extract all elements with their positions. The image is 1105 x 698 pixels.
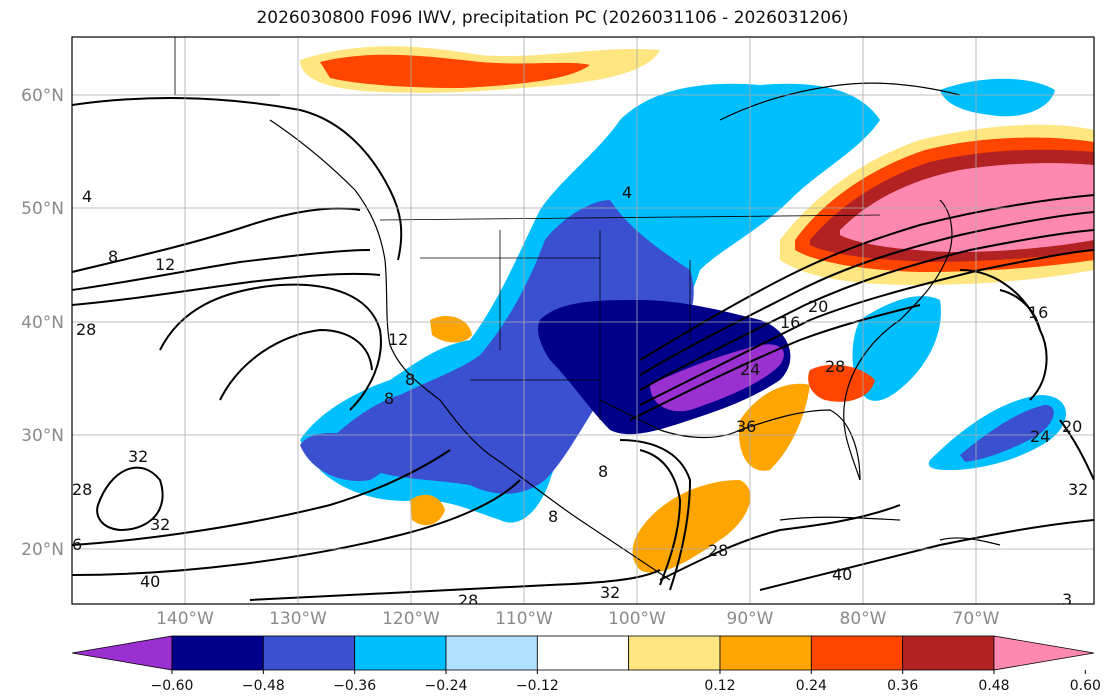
colorbar-segment xyxy=(262,635,356,671)
lat-label: 20°N xyxy=(21,540,64,560)
latitude-labels: 60°N 50°N 40°N 30°N 20°N xyxy=(21,86,64,560)
precip-positive-southeast xyxy=(739,383,810,471)
colorbar-tick-label: −0.60 xyxy=(151,678,194,694)
contour-label: 28 xyxy=(825,357,845,376)
contour-label: 40 xyxy=(832,565,852,584)
contour-label: 8 xyxy=(384,389,394,408)
colorbar-segment xyxy=(445,635,538,671)
contour-label: 32 xyxy=(128,447,148,466)
lon-label: 120°W xyxy=(382,609,440,628)
contour-label: 16 xyxy=(780,313,800,332)
contour-labels: 4 8 12 28 12 8 8 32 28 32 40 6 32 28 4 1… xyxy=(72,183,1088,610)
contour-label: 28 xyxy=(76,320,96,339)
gridlines xyxy=(72,37,1094,604)
contour-label: 36 xyxy=(736,417,756,436)
lon-label: 90°W xyxy=(727,609,774,628)
precip-positive-north-core xyxy=(320,54,590,88)
contour-label: 4 xyxy=(82,187,92,206)
colorbar-tick-label: −0.48 xyxy=(242,678,285,694)
iwv-contours xyxy=(72,97,1094,601)
colorbar-segment xyxy=(993,635,1095,671)
colorbar-tick-label: 0.12 xyxy=(704,678,735,694)
precip-negative-core xyxy=(330,200,694,494)
contour-label: 28 xyxy=(72,480,92,499)
contour-label: 32 xyxy=(150,515,170,534)
map-canvas: 4 8 12 28 12 8 8 32 28 32 40 6 32 28 4 1… xyxy=(21,36,1095,628)
colorbar-tick-label: 0.60 xyxy=(1070,678,1101,694)
lat-label: 40°N xyxy=(21,313,64,333)
contour-label: 6 xyxy=(72,535,82,554)
colorbar-tick-label: 0.48 xyxy=(978,678,1009,694)
colorbar-tick-label: −0.12 xyxy=(516,678,559,694)
colorbar-segment xyxy=(719,635,812,671)
contour-label: 8 xyxy=(405,370,415,389)
map-layers: 4 8 12 28 12 8 8 32 28 32 40 6 32 28 4 1… xyxy=(72,37,1094,610)
colorbar-segment xyxy=(628,635,721,671)
colorbar-segments xyxy=(71,635,1095,671)
precip-negative-hudson xyxy=(940,78,1055,117)
contour-label: 28 xyxy=(708,541,728,560)
contour-label: 12 xyxy=(155,255,175,274)
contour-label: 32 xyxy=(1068,480,1088,499)
colorbar-ticks: −0.60 −0.48 −0.36 −0.24 −0.12 0.12 0.24 0.36 0.4… xyxy=(151,670,1101,694)
contour-label: 32 xyxy=(600,583,620,602)
precip-positive-gulf xyxy=(808,364,875,402)
lat-label: 60°N xyxy=(21,86,64,106)
longitude-labels: 140°W 130°W 120°W 110°W 100°W 90°W 80°W … xyxy=(156,609,1000,628)
colorbar-segment xyxy=(354,635,447,671)
contour-label: 8 xyxy=(108,247,118,266)
map-title: 2026030800 F096 IWV, precipitation PC (2… xyxy=(256,8,849,28)
colorbar: −0.60 −0.48 −0.36 −0.24 −0.12 0.12 0.24 0.36 0.4… xyxy=(71,635,1101,694)
precip-positive-central-america xyxy=(632,480,751,573)
contour-label: 24 xyxy=(1030,427,1050,446)
coastlines xyxy=(269,82,1001,581)
colorbar-segment xyxy=(810,635,904,671)
map-frame xyxy=(71,36,1095,605)
lon-label: 80°W xyxy=(840,609,887,628)
colorbar-tick-label: −0.24 xyxy=(425,678,468,694)
colorbar-segment xyxy=(171,635,264,671)
colorbar-segment xyxy=(902,635,995,671)
contour-label: 16 xyxy=(1028,303,1048,322)
contour-label: 20 xyxy=(1062,417,1082,436)
contour-label: 4 xyxy=(622,183,632,202)
contour-label: 12 xyxy=(388,330,408,349)
colorbar-segment xyxy=(536,635,630,671)
lon-label: 110°W xyxy=(495,609,553,628)
contour-label: 20 xyxy=(808,297,828,316)
contour-label: 40 xyxy=(140,572,160,591)
precip-positive-pacific xyxy=(410,494,445,526)
precip-negative-atlantic-core xyxy=(960,405,1054,462)
lon-label: 100°W xyxy=(608,609,666,628)
precip-negative-pacific xyxy=(300,433,389,481)
colorbar-segment xyxy=(71,635,173,671)
lat-label: 50°N xyxy=(21,199,64,219)
colorbar-tick-label: −0.36 xyxy=(333,678,376,694)
lon-label: 130°W xyxy=(269,609,327,628)
contour-label: 8 xyxy=(598,462,608,481)
lon-label: 70°W xyxy=(953,609,1000,628)
contour-label: 3 xyxy=(1062,590,1072,609)
lat-label: 30°N xyxy=(21,426,64,446)
contour-label: 8 xyxy=(548,507,558,526)
contour-label: 28 xyxy=(458,591,478,610)
contour-label: 24 xyxy=(740,360,760,379)
precip-positive-baja xyxy=(430,315,472,343)
colorbar-tick-label: 0.36 xyxy=(887,678,918,694)
colorbar-tick-label: 0.24 xyxy=(796,678,827,694)
lon-label: 140°W xyxy=(156,609,214,628)
